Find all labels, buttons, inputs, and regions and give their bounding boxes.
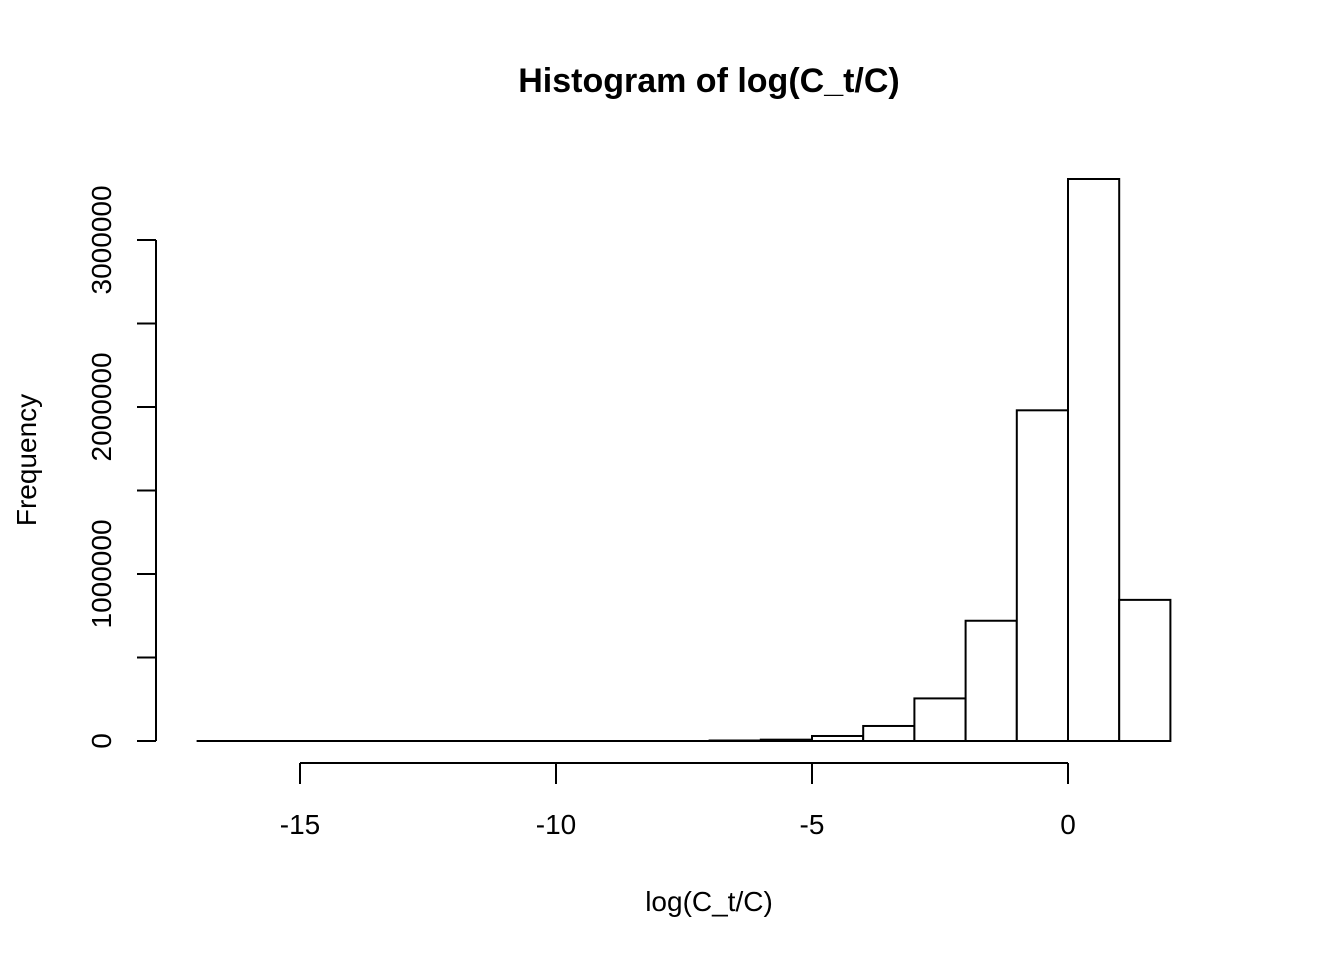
y-axis: 0 1000000 2000000 3000000: [86, 185, 157, 749]
x-tick-label: -10: [536, 809, 576, 840]
x-axis-label: log(C_t/C): [645, 886, 773, 917]
histogram-bar: [811, 734, 865, 743]
x-tick-label: 0: [1060, 809, 1076, 840]
y-tick-label: 2000000: [86, 352, 117, 461]
histogram-bar: [708, 739, 762, 743]
x-axis: -15 -10 -5 0: [280, 762, 1076, 840]
histogram-bar: [964, 619, 1018, 742]
chart-title: Histogram of log(C_t/C): [518, 62, 900, 100]
x-tick-label: -15: [280, 809, 320, 840]
x-tick-label: -5: [800, 809, 825, 840]
y-tick-label: 3000000: [86, 185, 117, 294]
y-axis-label: Frequency: [11, 394, 42, 526]
histogram-bar: [913, 697, 967, 742]
histogram-bar: [759, 738, 813, 742]
histogram-bars: [196, 178, 1172, 743]
histogram-bar: [1067, 178, 1121, 742]
histogram-bar: [862, 724, 916, 743]
histogram-bar: [1118, 598, 1172, 743]
y-tick-label: 1000000: [86, 519, 117, 628]
histogram-bar: [1015, 409, 1069, 742]
y-tick-label: 0: [86, 733, 117, 749]
